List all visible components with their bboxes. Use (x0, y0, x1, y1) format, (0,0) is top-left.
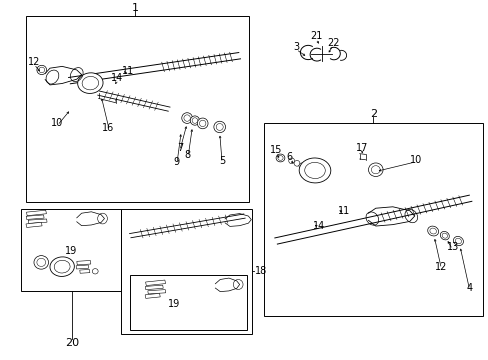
Ellipse shape (277, 156, 283, 160)
Bar (147, 289, 165, 294)
Ellipse shape (288, 158, 294, 164)
Text: 16: 16 (102, 123, 114, 133)
Text: 19: 19 (65, 246, 77, 256)
Bar (26, 215, 44, 220)
Ellipse shape (78, 73, 103, 94)
Bar (120, 209, 251, 334)
Polygon shape (224, 213, 251, 226)
Ellipse shape (298, 163, 304, 169)
Ellipse shape (190, 116, 199, 125)
Bar (264, 123, 482, 316)
Text: 11: 11 (337, 206, 349, 216)
Text: 14: 14 (312, 221, 325, 231)
Ellipse shape (199, 120, 205, 127)
Ellipse shape (441, 233, 447, 238)
Ellipse shape (304, 162, 325, 179)
Text: 11: 11 (122, 66, 134, 76)
Ellipse shape (429, 228, 435, 234)
Text: 12: 12 (434, 262, 447, 272)
Text: 12: 12 (28, 57, 40, 67)
Text: 18: 18 (255, 266, 267, 276)
Ellipse shape (213, 121, 225, 133)
Text: 10: 10 (51, 118, 63, 129)
Polygon shape (77, 212, 104, 226)
Bar (76, 265, 88, 269)
Ellipse shape (197, 118, 207, 129)
Ellipse shape (37, 258, 45, 266)
Ellipse shape (452, 237, 463, 246)
Text: 3: 3 (292, 42, 299, 52)
Ellipse shape (293, 161, 299, 166)
Text: 19: 19 (168, 300, 180, 310)
Polygon shape (368, 207, 414, 226)
Text: 6: 6 (286, 152, 292, 162)
Polygon shape (45, 66, 81, 85)
Ellipse shape (427, 226, 438, 236)
Text: 14: 14 (110, 73, 122, 84)
Text: 4: 4 (466, 283, 472, 293)
Ellipse shape (216, 123, 223, 130)
Bar (26, 210, 46, 216)
Text: 8: 8 (184, 150, 190, 160)
Bar (145, 280, 165, 285)
Ellipse shape (439, 231, 448, 240)
Text: 20: 20 (65, 338, 79, 347)
Ellipse shape (371, 166, 379, 174)
Ellipse shape (54, 260, 70, 273)
Text: 9: 9 (173, 157, 179, 167)
Bar (77, 261, 91, 265)
Polygon shape (215, 278, 239, 292)
Ellipse shape (454, 238, 461, 244)
Ellipse shape (299, 158, 330, 183)
Ellipse shape (92, 269, 98, 274)
Text: 2: 2 (369, 109, 376, 120)
Bar (26, 17, 249, 202)
Ellipse shape (37, 65, 46, 75)
Text: 17: 17 (355, 143, 367, 153)
Ellipse shape (182, 113, 192, 123)
Text: 22: 22 (326, 37, 339, 48)
Ellipse shape (192, 118, 197, 123)
Text: 1: 1 (131, 3, 138, 13)
Bar (145, 285, 163, 290)
Text: 13: 13 (446, 242, 458, 252)
Bar (21, 209, 120, 291)
Text: 10: 10 (408, 155, 421, 165)
Text: 5: 5 (219, 156, 225, 166)
Ellipse shape (276, 154, 285, 162)
Bar (145, 293, 160, 298)
Ellipse shape (82, 76, 99, 90)
Text: 21: 21 (310, 31, 322, 41)
Ellipse shape (50, 257, 74, 276)
Ellipse shape (183, 115, 190, 121)
Bar (28, 219, 47, 223)
Bar (80, 269, 90, 273)
Bar (26, 222, 42, 228)
Ellipse shape (34, 256, 48, 269)
Bar (130, 275, 246, 330)
Ellipse shape (39, 67, 44, 73)
Text: 15: 15 (269, 145, 282, 155)
Text: 7: 7 (176, 143, 183, 153)
Ellipse shape (368, 163, 382, 176)
